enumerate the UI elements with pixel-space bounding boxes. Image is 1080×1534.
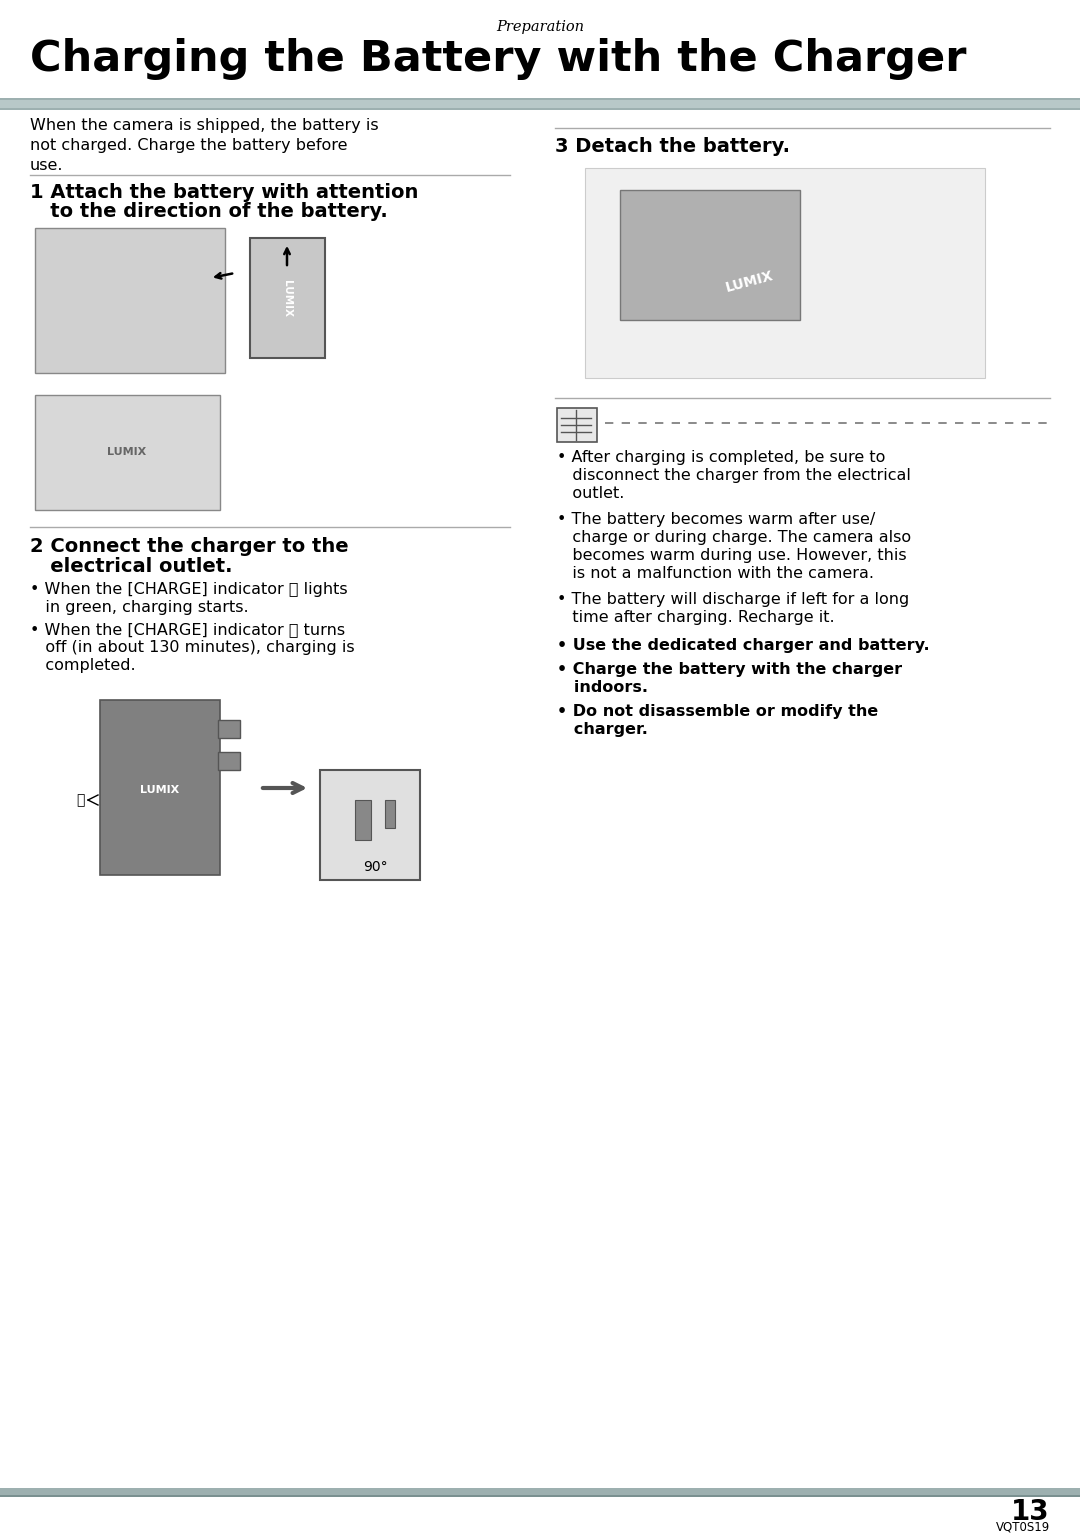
Bar	[0, 1496, 1080, 1497]
Bar	[100, 700, 220, 874]
Bar	[249, 238, 325, 357]
Bar	[355, 801, 372, 841]
Text: outlet.: outlet.	[557, 486, 624, 502]
Text: use.: use.	[30, 158, 64, 173]
Bar	[0, 100, 1080, 107]
Text: • When the [CHARGE] indicator Ⓐ lights: • When the [CHARGE] indicator Ⓐ lights	[30, 581, 348, 597]
Text: disconnect the charger from the electrical: disconnect the charger from the electric…	[557, 468, 910, 483]
Text: 13: 13	[1011, 1499, 1050, 1526]
Text: Ⓐ: Ⓐ	[76, 793, 84, 807]
Text: Charging the Battery with the Charger: Charging the Battery with the Charger	[30, 38, 967, 80]
Text: • When the [CHARGE] indicator Ⓐ turns: • When the [CHARGE] indicator Ⓐ turns	[30, 621, 346, 637]
Text: indoors.: indoors.	[557, 680, 648, 695]
Text: 90°: 90°	[363, 861, 388, 874]
Bar	[320, 770, 420, 881]
Text: • Charge the battery with the charger: • Charge the battery with the charger	[557, 663, 902, 676]
Text: time after charging. Recharge it.: time after charging. Recharge it.	[557, 611, 835, 624]
Bar	[557, 408, 597, 442]
Text: electrical outlet.: electrical outlet.	[30, 557, 232, 575]
Text: becomes warm during use. However, this: becomes warm during use. However, this	[557, 548, 906, 563]
Text: When the camera is shipped, the battery is: When the camera is shipped, the battery …	[30, 118, 379, 133]
Bar	[35, 229, 225, 373]
Text: • After charging is completed, be sure to: • After charging is completed, be sure t…	[557, 449, 886, 465]
Bar	[35, 394, 220, 509]
Text: is not a malfunction with the camera.: is not a malfunction with the camera.	[557, 566, 874, 581]
Text: not charged. Charge the battery before: not charged. Charge the battery before	[30, 138, 348, 153]
Text: completed.: completed.	[30, 658, 136, 673]
Text: off (in about 130 minutes), charging is: off (in about 130 minutes), charging is	[30, 640, 354, 655]
Text: Preparation: Preparation	[496, 20, 584, 34]
Text: LUMIX: LUMIX	[140, 785, 179, 795]
Text: • Do not disassemble or modify the: • Do not disassemble or modify the	[557, 704, 878, 719]
Text: • The battery becomes warm after use/: • The battery becomes warm after use/	[557, 512, 875, 528]
Text: 2 Connect the charger to the: 2 Connect the charger to the	[30, 537, 349, 555]
Text: LUMIX: LUMIX	[725, 268, 775, 295]
Bar	[585, 169, 985, 377]
Text: VQT0S19: VQT0S19	[996, 1520, 1050, 1532]
Text: 3 Detach the battery.: 3 Detach the battery.	[555, 137, 789, 156]
Text: LUMIX: LUMIX	[282, 279, 292, 316]
Text: • The battery will discharge if left for a long: • The battery will discharge if left for…	[557, 592, 909, 607]
Text: charge or during charge. The camera also: charge or during charge. The camera also	[557, 531, 912, 545]
Bar	[620, 190, 800, 321]
Text: LUMIX: LUMIX	[107, 446, 147, 457]
Text: in green, charging starts.: in green, charging starts.	[30, 600, 248, 615]
Bar	[218, 719, 240, 738]
Bar	[218, 752, 240, 770]
Bar	[384, 801, 395, 828]
Text: to the direction of the battery.: to the direction of the battery.	[30, 202, 388, 221]
Bar	[0, 98, 1080, 110]
Text: 1 Attach the battery with attention: 1 Attach the battery with attention	[30, 183, 418, 202]
Text: charger.: charger.	[557, 723, 648, 736]
Bar	[0, 1488, 1080, 1496]
Text: • Use the dedicated charger and battery.: • Use the dedicated charger and battery.	[557, 638, 930, 653]
